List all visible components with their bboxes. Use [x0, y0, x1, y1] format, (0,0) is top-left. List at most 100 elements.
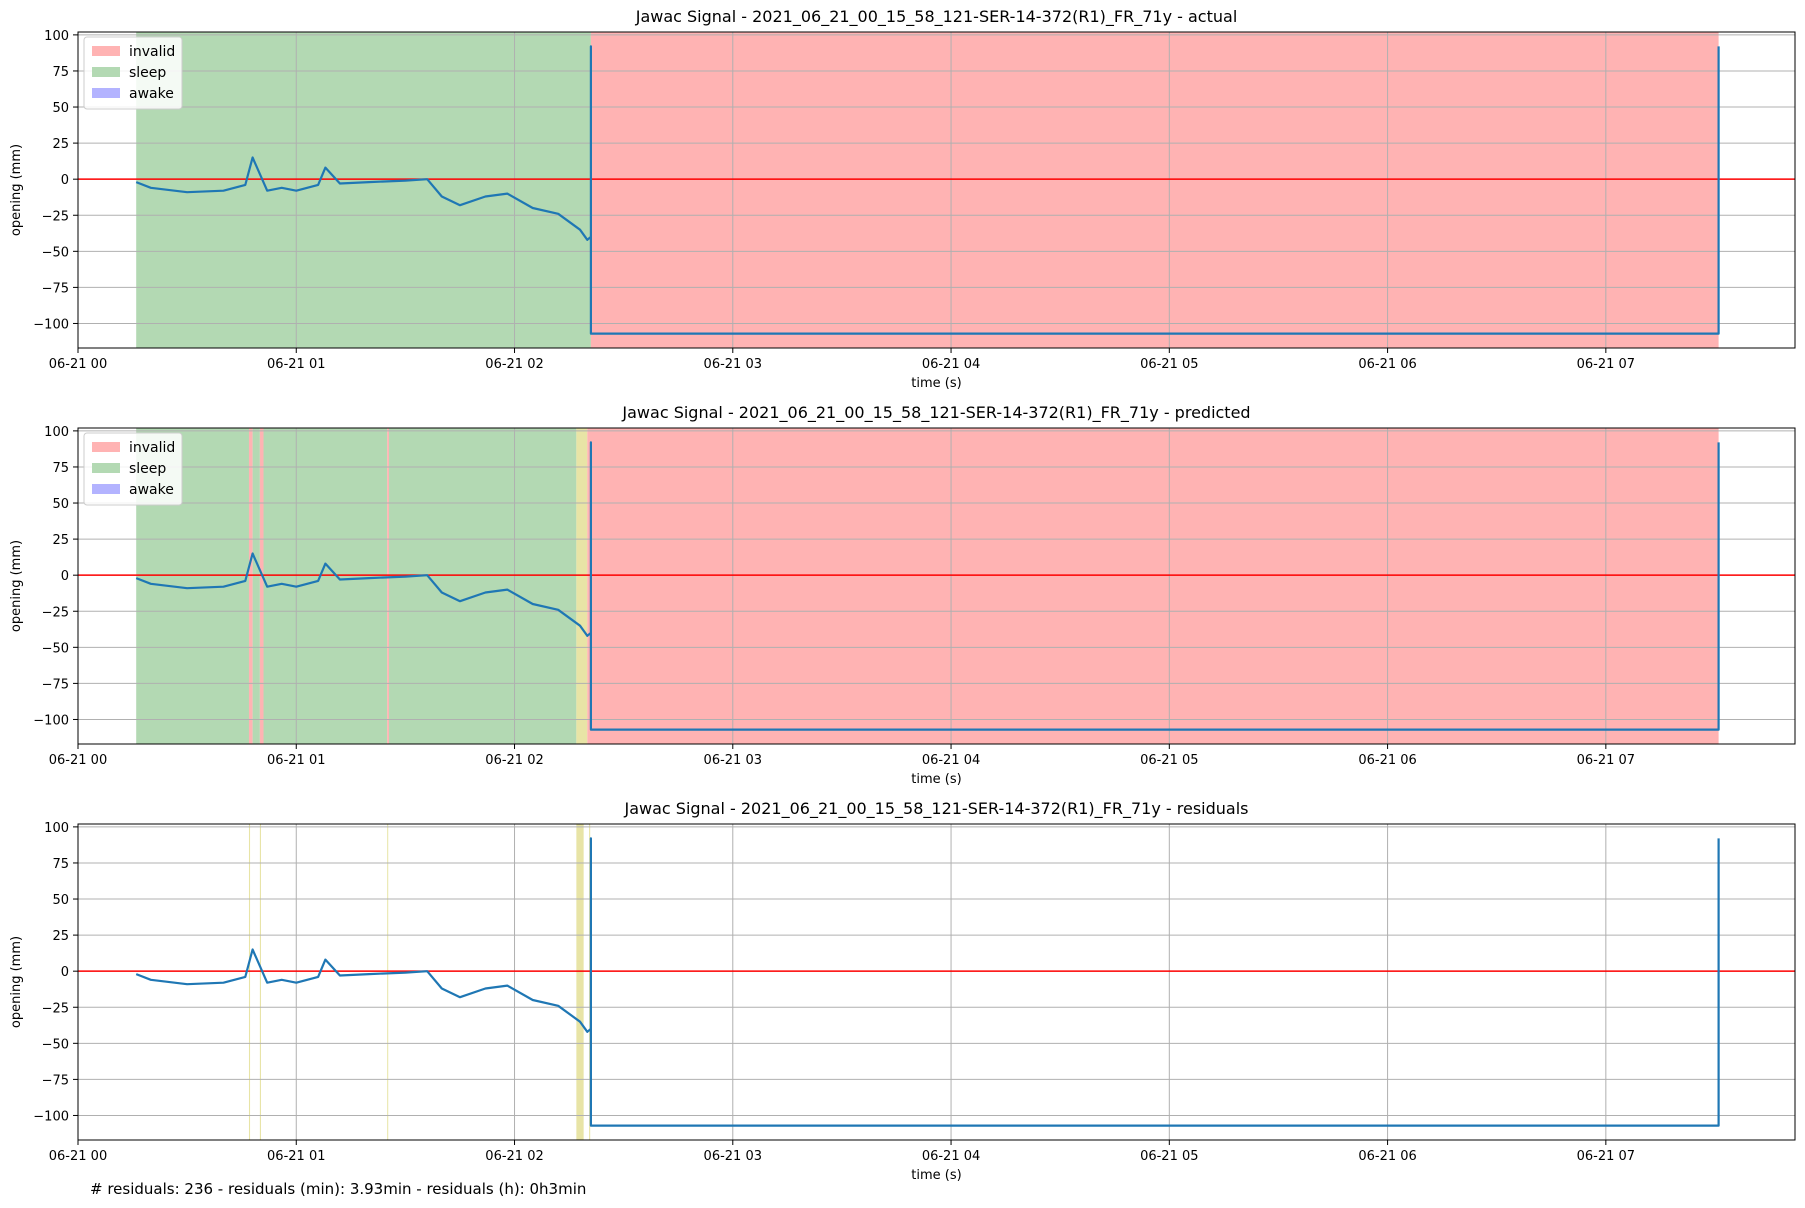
y-tick-label: −75 — [42, 281, 69, 296]
chart-panel-1: 06-21 00 06-21 01 06-21 02 06-21 03 06-21 04… — [9, 7, 1796, 391]
x-tick-label: 06-21 02 — [485, 753, 543, 768]
x-tick-label: 06-21 06 — [1358, 1149, 1416, 1164]
x-axis-label: time (s) — [911, 772, 961, 787]
y-tick-label: 25 — [52, 533, 69, 548]
x-tick-label: 06-21 00 — [49, 753, 107, 768]
y-tick-label: 75 — [52, 857, 69, 872]
y-tick-label: −25 — [42, 605, 69, 620]
y-tick-label: 0 — [61, 173, 69, 188]
x-axis-label: time (s) — [911, 376, 961, 391]
y-tick-label: 0 — [61, 965, 69, 980]
y-axis-label: opening (mm) — [9, 144, 24, 236]
chart-panel-3: 06-21 00 06-21 01 06-21 02 06-21 03 06-21 04… — [9, 799, 1796, 1183]
axes-frame — [77, 31, 1796, 349]
x-tick-label: 06-21 03 — [704, 1149, 762, 1164]
residuals-summary: # residuals: 236 - residuals (min): 3.93… — [90, 1180, 587, 1198]
span-sleep — [263, 428, 388, 744]
x-tick-label: 06-21 07 — [1577, 753, 1635, 768]
y-tick-label: 50 — [52, 497, 69, 512]
axes-frame — [77, 823, 1796, 1141]
x-tick-label: 06-21 02 — [485, 357, 543, 372]
y-tick-label: 100 — [44, 425, 69, 440]
x-axis-label: time (s) — [911, 1168, 961, 1183]
y-tick-label: −25 — [42, 1001, 69, 1016]
span-sleep — [136, 32, 591, 348]
legend-swatch-invalid — [92, 442, 120, 452]
signal-line — [135, 837, 1720, 1127]
span-sleep — [252, 428, 260, 744]
y-tick-label: −25 — [42, 209, 69, 224]
y-tick-label: −50 — [42, 641, 69, 656]
x-tick-label: 06-21 01 — [267, 1149, 325, 1164]
x-tick-label: 06-21 03 — [704, 357, 762, 372]
x-tick-label: 06-21 06 — [1358, 357, 1416, 372]
span-residual — [248, 824, 251, 1140]
x-tick-label: 06-21 00 — [49, 1149, 107, 1164]
x-tick-label: 06-21 07 — [1577, 1149, 1635, 1164]
y-tick-label: −100 — [33, 317, 69, 332]
span-invalid — [259, 428, 264, 744]
axes-frame — [77, 427, 1796, 745]
y-tick-label: −50 — [42, 1037, 69, 1052]
y-tick-label: 25 — [52, 137, 69, 152]
legend-swatch-sleep — [92, 463, 120, 473]
y-axis-label: opening (mm) — [9, 540, 24, 632]
x-tick-label: 06-21 01 — [267, 357, 325, 372]
chart-title: Jawac Signal - 2021_06_21_00_15_58_121-S… — [621, 403, 1250, 423]
x-tick-label: 06-21 06 — [1358, 753, 1416, 768]
y-tick-label: −75 — [42, 677, 69, 692]
x-tick-label: 06-21 07 — [1577, 357, 1635, 372]
y-tick-label: 0 — [61, 569, 69, 584]
x-tick-label: 06-21 00 — [49, 357, 107, 372]
y-tick-label: −75 — [42, 1073, 69, 1088]
span-invalid — [587, 428, 1719, 744]
span-residual — [576, 428, 588, 744]
x-tick-label: 06-21 01 — [267, 753, 325, 768]
y-tick-label: 75 — [52, 461, 69, 476]
span-invalid — [387, 428, 390, 744]
signal-line — [135, 441, 1720, 731]
x-tick-label: 06-21 05 — [1140, 1149, 1198, 1164]
y-tick-label: −100 — [33, 713, 69, 728]
x-tick-label: 06-21 04 — [922, 357, 980, 372]
chart-panel-2: 06-21 00 06-21 01 06-21 02 06-21 03 06-21 04… — [9, 403, 1796, 787]
span-invalid — [590, 32, 1719, 348]
legend-label-awake: awake — [129, 86, 174, 102]
legend-swatch-awake — [92, 484, 120, 494]
legend-label-sleep: sleep — [129, 461, 166, 477]
span-sleep — [389, 428, 577, 744]
y-tick-label: 50 — [52, 101, 69, 116]
y-axis-label: opening (mm) — [9, 936, 24, 1028]
span-invalid — [248, 428, 253, 744]
legend-label-sleep: sleep — [129, 65, 166, 81]
x-tick-label: 06-21 04 — [922, 1149, 980, 1164]
y-tick-label: −100 — [33, 1109, 69, 1124]
y-tick-label: 25 — [52, 929, 69, 944]
x-tick-label: 06-21 05 — [1140, 357, 1198, 372]
x-tick-label: 06-21 02 — [485, 1149, 543, 1164]
signal-line — [135, 45, 1720, 335]
x-tick-label: 06-21 04 — [922, 753, 980, 768]
y-tick-label: 100 — [44, 29, 69, 44]
span-residual — [387, 824, 389, 1140]
x-tick-label: 06-21 05 — [1140, 753, 1198, 768]
y-tick-label: 75 — [52, 65, 69, 80]
legend-label-awake: awake — [129, 482, 174, 498]
legend-label-invalid: invalid — [129, 440, 175, 456]
y-tick-label: −50 — [42, 245, 69, 260]
span-residual — [259, 824, 261, 1140]
chart-title: Jawac Signal - 2021_06_21_00_15_58_121-S… — [623, 799, 1248, 819]
chart-title: Jawac Signal - 2021_06_21_00_15_58_121-S… — [635, 7, 1238, 27]
span-residual — [576, 824, 584, 1140]
legend-swatch-sleep — [92, 67, 120, 77]
span-residual — [589, 824, 591, 1140]
legend: invalid sleep awake — [83, 432, 183, 506]
y-tick-label: 100 — [44, 821, 69, 836]
y-tick-label: 50 — [52, 893, 69, 908]
legend: invalid sleep awake — [83, 36, 183, 110]
legend-label-invalid: invalid — [129, 44, 175, 60]
plot-area — [78, 824, 1795, 1140]
x-tick-label: 06-21 03 — [704, 753, 762, 768]
legend-swatch-awake — [92, 88, 120, 98]
